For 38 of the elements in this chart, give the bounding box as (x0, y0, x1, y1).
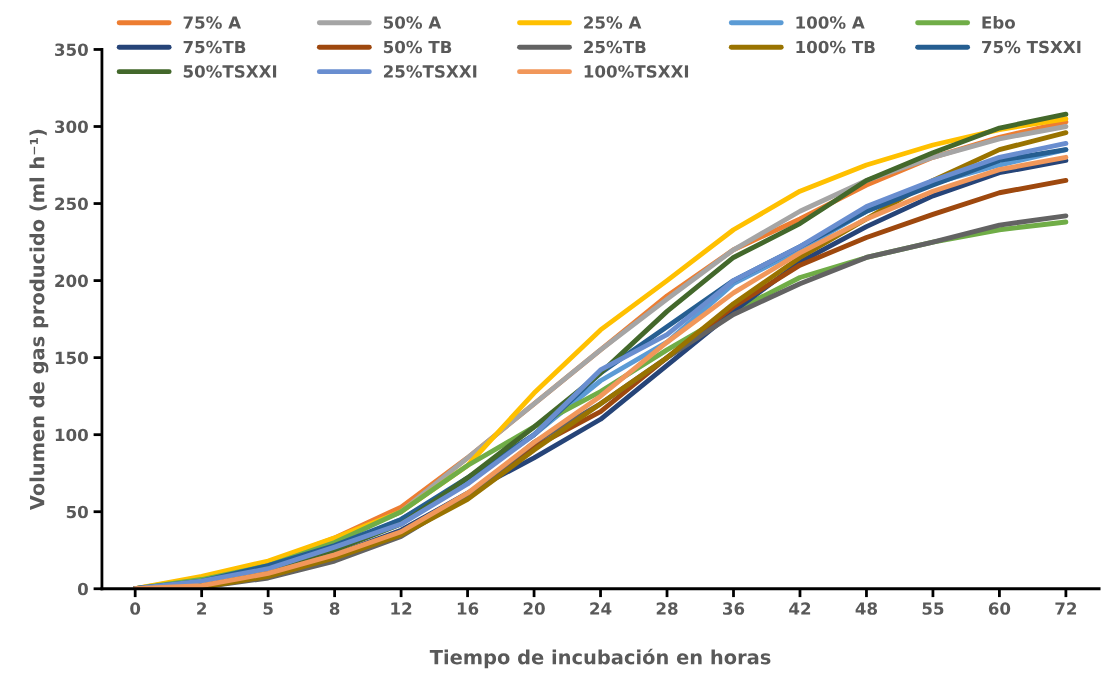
y-tick-label: 350 (55, 43, 88, 57)
legend-label: 100% TB (796, 40, 875, 54)
x-tick-label: 5 (263, 602, 273, 615)
y-tick-label: 150 (55, 351, 88, 365)
legend-label: 25%TB (584, 40, 646, 54)
y-tick-label: 0 (77, 582, 88, 596)
legend-label: 100% A (796, 16, 865, 29)
legend-label: 100%TSXXI (584, 65, 689, 78)
y-tick-label: 200 (55, 274, 88, 288)
legend-label: 75% TSXXI (982, 40, 1081, 54)
x-tick-label: 60 (988, 602, 1011, 615)
legend-label: 25%TSXXI (383, 65, 477, 78)
x-tick-label: 0 (130, 602, 141, 615)
legend-label: 50% TB (383, 40, 452, 54)
legend-label: 25% A (584, 16, 642, 29)
x-tick-label: 55 (922, 602, 944, 615)
x-tick-label: 12 (391, 602, 412, 615)
x-tick-label: 24 (590, 602, 612, 615)
y-tick-label: 300 (55, 120, 88, 134)
x-axis-title: Tiempo de incubación en horas (429, 648, 771, 669)
y-tick-label: 250 (55, 197, 88, 211)
x-tick-label: 2 (197, 602, 207, 615)
x-tick-label: 48 (855, 602, 878, 615)
legend-label: 75% A (183, 16, 242, 29)
x-tick-label: 8 (329, 602, 340, 615)
x-tick-label: 16 (457, 602, 479, 615)
legend-label: Ebo (982, 15, 1015, 29)
x-tick-label: 72 (1055, 602, 1077, 615)
x-tick-label: 36 (723, 602, 745, 615)
x-tick-label: 42 (789, 602, 811, 615)
legend-label: 50% A (383, 16, 442, 29)
legend-label: 50%TSXXI (183, 65, 277, 78)
x-tick-label: 28 (656, 602, 678, 615)
y-tick-label: 50 (66, 505, 88, 519)
x-tick-label: 20 (523, 602, 545, 615)
y-tick-label: 100 (55, 428, 88, 442)
y-axis-title: Volumen de gas producido (ml h⁻¹) (29, 129, 49, 511)
legend-label: 75%TB (183, 40, 246, 54)
